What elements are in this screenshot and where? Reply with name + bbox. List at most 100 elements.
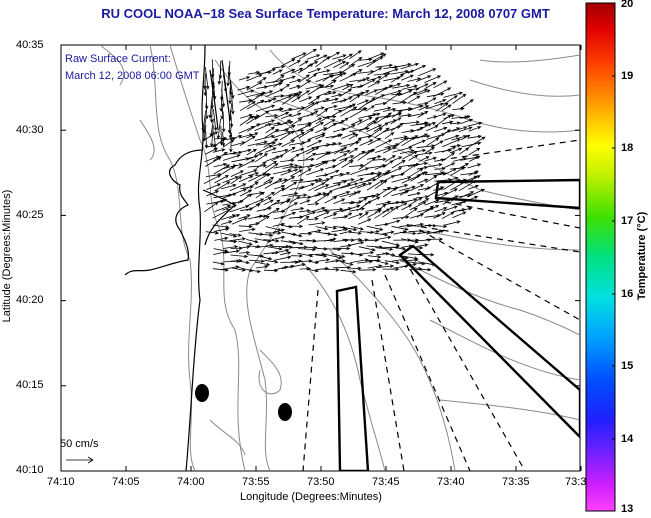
- current-vector: [383, 146, 397, 154]
- current-vector: [451, 135, 468, 141]
- current-vector: [348, 56, 363, 67]
- current-vector: [339, 172, 351, 177]
- current-vector: [263, 199, 274, 206]
- current-vector: [358, 97, 376, 110]
- current-vector: [332, 191, 351, 198]
- current-vector: [315, 127, 328, 134]
- current-vector: [434, 207, 448, 213]
- current-vector: [213, 164, 230, 175]
- x-tick-label: 73:55: [242, 476, 270, 488]
- current-vector: [264, 260, 279, 264]
- current-vector: [229, 233, 243, 237]
- current-vector: [407, 104, 424, 111]
- current-vector: [325, 105, 338, 110]
- current-vector: [341, 212, 353, 219]
- current-vector: [441, 188, 458, 198]
- current-vector: [357, 238, 369, 242]
- current-vector: [467, 163, 482, 169]
- current-vector: [434, 112, 447, 118]
- current-vector: [306, 140, 323, 148]
- current-vector: [212, 148, 226, 153]
- current-vector: [223, 249, 241, 254]
- current-vector: [382, 230, 395, 235]
- current-vector: [390, 122, 404, 132]
- current-vector: [271, 142, 283, 147]
- current-vector: [443, 220, 461, 226]
- current-vector: [205, 157, 222, 167]
- current-vector: [281, 58, 296, 67]
- current-vector: [315, 254, 328, 258]
- colorbar-tick-label: 16: [621, 288, 634, 300]
- current-vector: [288, 240, 304, 246]
- x-tick-label: 74:05: [112, 476, 140, 488]
- current-vector: [376, 235, 392, 240]
- current-vector: [314, 69, 331, 74]
- current-vector: [297, 63, 314, 74]
- current-vector: [280, 202, 298, 213]
- current-vector: [332, 259, 346, 263]
- current-vector: [443, 95, 458, 105]
- current-vector: [365, 238, 379, 242]
- current-vector: [256, 110, 270, 119]
- current-vector: [426, 92, 445, 98]
- current-vector: [450, 121, 461, 125]
- current-vector: [348, 241, 365, 247]
- current-vector: [305, 152, 317, 160]
- current-vector: [305, 101, 320, 110]
- current-vector: [227, 116, 232, 134]
- current-vector: [205, 231, 220, 235]
- current-vector: [220, 239, 238, 244]
- annotation-line-1: Raw Surface Current:: [65, 53, 171, 65]
- current-vector: [291, 96, 301, 103]
- current-vector: [272, 74, 285, 84]
- current-vector: [384, 132, 395, 140]
- current-vector: [358, 212, 369, 220]
- current-vector: [306, 54, 321, 60]
- colorbar-tick-label: 18: [621, 142, 634, 154]
- current-vector: [229, 134, 243, 140]
- current-vector: [290, 169, 303, 177]
- current-vector: [316, 108, 329, 118]
- current-vector: [375, 186, 391, 198]
- current-vector: [222, 176, 239, 184]
- current-vector: [435, 129, 452, 140]
- current-vector: [263, 68, 276, 74]
- current-vector: [382, 267, 400, 271]
- current-vector: [349, 167, 370, 176]
- current-vector: [390, 117, 402, 125]
- current-vector: [212, 80, 217, 100]
- current-vector: [375, 146, 392, 153]
- current-vector: [374, 179, 388, 190]
- current-vector: [246, 116, 258, 125]
- current-vector: [306, 239, 318, 243]
- current-vector: [279, 211, 297, 219]
- current-vector: [339, 61, 350, 69]
- current-vector: [418, 198, 430, 205]
- current-vector: [324, 237, 337, 242]
- current-vector: [263, 163, 279, 175]
- current-vector: [407, 238, 420, 242]
- current-vector: [290, 131, 305, 141]
- current-vector: [383, 107, 397, 112]
- current-vector: [239, 227, 256, 232]
- current-vector: [248, 152, 264, 160]
- current-vector: [229, 183, 247, 192]
- current-vector: [298, 90, 310, 98]
- current-vector: [315, 56, 331, 68]
- current-vector: [460, 118, 474, 125]
- current-vector: [426, 125, 439, 132]
- current-vector: [331, 109, 343, 117]
- current-vector: [220, 183, 237, 190]
- current-vector: [452, 126, 468, 132]
- x-axis-label: Longitude (Degrees:Minutes): [240, 491, 382, 503]
- current-vector: [367, 264, 383, 269]
- current-vector: [400, 231, 417, 235]
- current-vector: [467, 134, 483, 139]
- current-vector: [332, 246, 351, 251]
- current-vector: [349, 94, 361, 103]
- current-vector: [322, 158, 337, 163]
- current-vector: [280, 251, 292, 256]
- current-vector: [373, 106, 392, 112]
- current-vector: [239, 98, 253, 103]
- current-vector: [291, 112, 302, 118]
